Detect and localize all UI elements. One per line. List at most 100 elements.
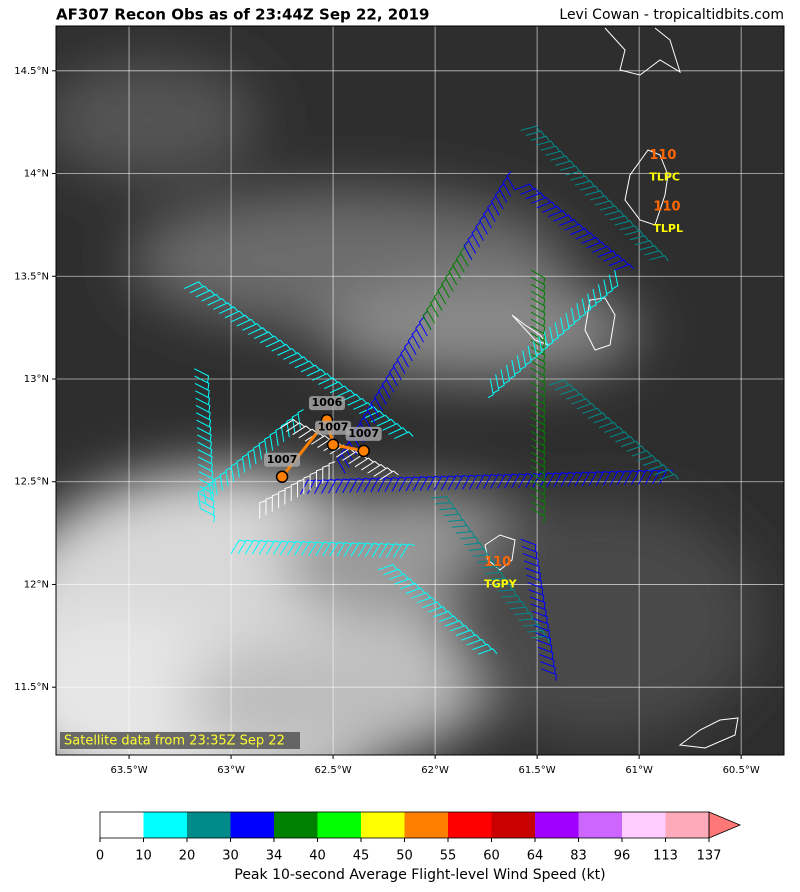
sonde-label-box xyxy=(315,420,352,435)
wind-barb xyxy=(574,303,581,323)
wind-barb xyxy=(236,458,243,478)
y-tick-label: 11.5°N xyxy=(14,682,49,693)
wind-barb xyxy=(565,393,586,400)
wind-barb xyxy=(630,469,646,485)
wind-barb xyxy=(329,385,350,394)
grid: 63.5°W 63°W 62.5°W 62°W 61.5°W 61°W 60.5°W 11.5… xyxy=(14,26,784,776)
satellite-image xyxy=(56,26,784,755)
sonde-label: 1007 xyxy=(267,453,298,466)
wind-barb xyxy=(567,471,582,487)
wind-barb xyxy=(480,565,500,573)
wind-barb xyxy=(595,284,603,304)
wind-barb xyxy=(258,440,265,460)
wind-barb xyxy=(455,530,475,538)
wind-barb xyxy=(609,215,630,222)
y-tick-label: 12°N xyxy=(24,579,49,590)
wind-barb xyxy=(530,381,546,397)
wind-barb xyxy=(415,323,425,343)
wind-barb xyxy=(526,629,546,637)
station-name: TLPL xyxy=(653,222,683,235)
wind-barb xyxy=(314,478,329,494)
x-tick-label: 61°W xyxy=(625,765,653,776)
wind-barb xyxy=(382,422,402,431)
wind-barb xyxy=(350,542,366,557)
wind-barb xyxy=(530,437,546,453)
wind-barb xyxy=(218,306,239,315)
wind-barb xyxy=(200,507,216,523)
wind-barb xyxy=(467,234,477,254)
x-tick-label: 62°W xyxy=(421,765,449,776)
wind-barb xyxy=(359,406,379,415)
wind-barb xyxy=(405,476,420,492)
wind-barb xyxy=(530,458,546,474)
wind-barb xyxy=(576,402,597,410)
colorbar-bin xyxy=(622,812,666,838)
y-tick-label: 14.5°N xyxy=(14,66,49,77)
wind-barb xyxy=(384,476,399,492)
wind-barb xyxy=(530,603,547,617)
wind-barb xyxy=(530,135,551,142)
wind-barb xyxy=(286,422,305,432)
wind-barb xyxy=(296,478,304,498)
wind-barb xyxy=(197,456,213,471)
wind-barb xyxy=(405,587,426,594)
wind-barb xyxy=(366,404,376,424)
wind-barb xyxy=(575,180,595,187)
wind-barb xyxy=(530,402,546,418)
wind-barb xyxy=(659,473,679,481)
wind-barb xyxy=(501,594,521,602)
wind-barb xyxy=(391,476,406,492)
wind-barb xyxy=(487,378,494,399)
title: AF307 Recon Obs as of 23:44Z Sep 22, 201… xyxy=(56,6,430,24)
wind-barb xyxy=(322,464,329,484)
wind-barb xyxy=(311,435,330,445)
wind-barb xyxy=(403,341,413,362)
wind-barb xyxy=(411,329,421,349)
wind-barb xyxy=(198,463,214,478)
wind-barb xyxy=(518,473,533,489)
wind-barb xyxy=(564,223,584,231)
wind-barb xyxy=(525,472,540,488)
wind-barb xyxy=(520,125,541,132)
wind-barb xyxy=(309,471,317,491)
wind-barb xyxy=(439,507,459,515)
wind-barb xyxy=(225,467,232,487)
wind-barb xyxy=(590,288,597,309)
wind-barb xyxy=(530,374,546,390)
wind-barb xyxy=(531,610,548,624)
wind-barb xyxy=(183,281,204,290)
wind-barb xyxy=(534,625,550,638)
wind-barb xyxy=(649,255,669,262)
wind-barb xyxy=(614,263,634,271)
wind-barb xyxy=(196,427,212,442)
wind-barb xyxy=(328,461,336,480)
wind-barb xyxy=(626,445,646,452)
wind-barb xyxy=(494,190,504,210)
colorbar-bin xyxy=(665,812,709,838)
wind-barb xyxy=(370,414,391,423)
wind-barb xyxy=(592,245,612,253)
wind-barb xyxy=(197,434,212,449)
wind-barb xyxy=(529,596,546,609)
wind-barb xyxy=(549,379,569,386)
wind-barb xyxy=(530,493,546,509)
wind-barb xyxy=(530,635,550,643)
wind-barb xyxy=(468,548,488,555)
wind-barb xyxy=(644,250,664,257)
colorbar-bin xyxy=(274,812,318,838)
wind-barb xyxy=(510,606,530,614)
wind-barb xyxy=(383,568,403,576)
wind-barb xyxy=(520,350,527,370)
wind-barb xyxy=(377,564,398,571)
wind-barb xyxy=(335,478,350,494)
wind-barb xyxy=(579,298,586,318)
wind-barb xyxy=(259,500,266,519)
wind-barb xyxy=(645,469,660,485)
wind-barb xyxy=(642,459,663,466)
wind-barb xyxy=(279,418,299,429)
wind-barb xyxy=(560,471,575,487)
wind-barb xyxy=(201,293,221,302)
wind-barb xyxy=(371,542,387,558)
wind-barb xyxy=(537,646,554,660)
